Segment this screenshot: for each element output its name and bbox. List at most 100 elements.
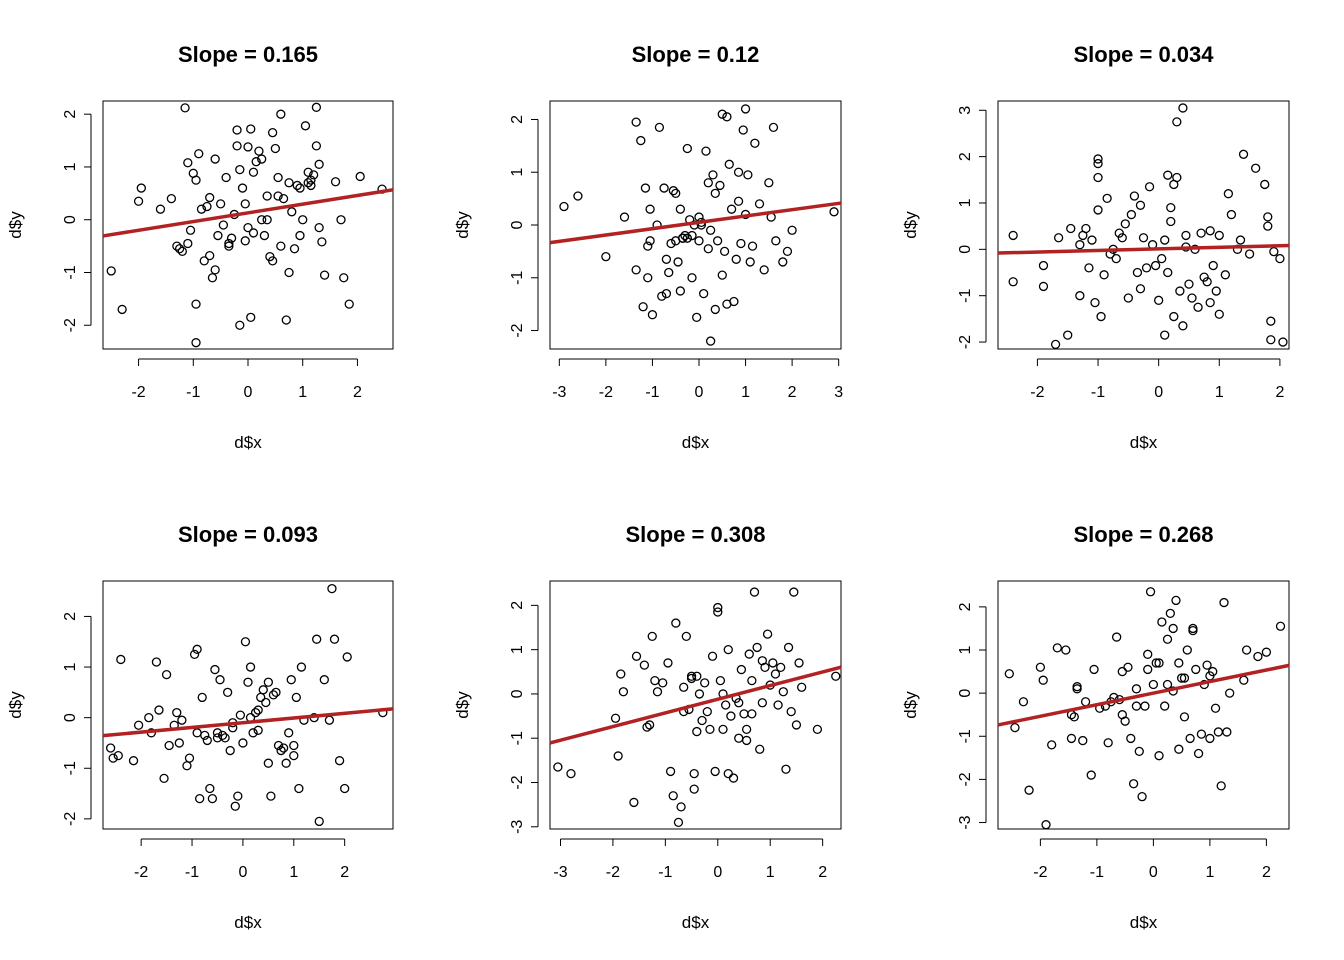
data-point (1239, 675, 1249, 685)
data-point (1193, 302, 1203, 312)
y-tick-label: 1 (957, 645, 974, 654)
data-point (689, 784, 699, 794)
data-point (768, 122, 779, 133)
data-point (629, 797, 639, 808)
data-point (700, 678, 710, 688)
data-point (713, 607, 723, 617)
data-point (253, 725, 263, 735)
data-point (248, 728, 258, 738)
data-point (717, 270, 727, 280)
data-point (736, 664, 747, 675)
data-point (631, 117, 641, 127)
data-point (738, 125, 748, 135)
data-point (726, 204, 737, 214)
data-point (708, 170, 718, 180)
data-point (657, 291, 667, 301)
y-tick-label: 3 (957, 106, 974, 115)
data-point (773, 700, 783, 710)
data-point (1072, 684, 1082, 694)
data-point (1163, 267, 1173, 278)
data-point (1111, 253, 1121, 264)
data-point (1061, 645, 1071, 655)
data-point (233, 791, 243, 801)
data-point (759, 265, 769, 275)
data-point (1123, 293, 1133, 303)
data-point (770, 669, 781, 679)
data-point (174, 244, 185, 254)
data-point (292, 180, 302, 191)
data-point (794, 658, 804, 668)
data-point (314, 159, 324, 169)
data-point (177, 715, 187, 725)
data-point (144, 713, 154, 723)
data-point (1154, 658, 1164, 668)
data-point (723, 644, 733, 655)
panel-title: Slope = 0.093 (178, 522, 318, 547)
data-point (1185, 733, 1195, 744)
data-point (281, 315, 291, 325)
data-point (184, 753, 195, 763)
panel-title: Slope = 0.308 (625, 522, 765, 547)
scatter-panel-6: Slope = 0.268 -2 -1 0 1 2 -3 -2 -1 0 1 2 d$x d$y (901, 522, 1290, 932)
x-tick-label: -2 (599, 384, 613, 401)
data-point (327, 583, 337, 594)
data-point (295, 230, 305, 241)
plot-frame (102, 100, 394, 350)
data-point (261, 697, 271, 708)
data-point (1261, 647, 1272, 657)
data-point (314, 816, 324, 827)
data-point (1075, 291, 1085, 301)
data-point (1137, 792, 1147, 802)
data-point (692, 671, 702, 681)
data-point (329, 634, 340, 644)
data-point (197, 692, 207, 703)
regression-line (102, 707, 394, 738)
data-point (1145, 587, 1156, 597)
data-point (289, 740, 299, 751)
data-point (831, 671, 841, 681)
data-point (105, 743, 116, 753)
data-point (1052, 643, 1062, 653)
x-tick-label: 1 (1215, 384, 1224, 401)
data-point (202, 201, 212, 212)
plot-frame (549, 580, 842, 830)
data-point (245, 662, 256, 672)
data-point (246, 312, 256, 322)
data-point (1093, 158, 1103, 169)
data-point (701, 146, 711, 156)
data-point (212, 728, 223, 738)
data-point (300, 121, 311, 131)
data-point (752, 642, 762, 653)
data-point (133, 196, 144, 206)
y-tick-label: 1 (957, 198, 974, 207)
data-point (212, 733, 223, 743)
data-point (697, 715, 707, 726)
data-point (215, 675, 225, 685)
data-point (319, 675, 329, 685)
data-point (1278, 337, 1288, 347)
data-point (1191, 664, 1201, 675)
y-tick-label: 0 (62, 713, 79, 722)
data-point (1172, 172, 1182, 183)
data-point (106, 266, 116, 276)
y-tick-label: 2 (509, 601, 526, 610)
data-point (254, 146, 264, 156)
data-point (226, 233, 237, 243)
data-point (1193, 748, 1204, 759)
data-point (676, 802, 686, 812)
data-point (686, 671, 697, 681)
data-point (258, 685, 268, 695)
data-point (225, 745, 235, 756)
data-point (294, 783, 304, 794)
data-point (741, 724, 752, 735)
data-point (733, 196, 744, 206)
plot-frame (997, 100, 1290, 350)
data-point (243, 222, 253, 233)
y-tick-label: -2 (509, 323, 526, 337)
y-tick-label: 0 (509, 220, 526, 229)
data-point (133, 720, 144, 730)
y-tick-label: -2 (62, 318, 79, 332)
data-point (1157, 617, 1167, 627)
data-point (199, 256, 209, 266)
data-point (243, 142, 253, 152)
